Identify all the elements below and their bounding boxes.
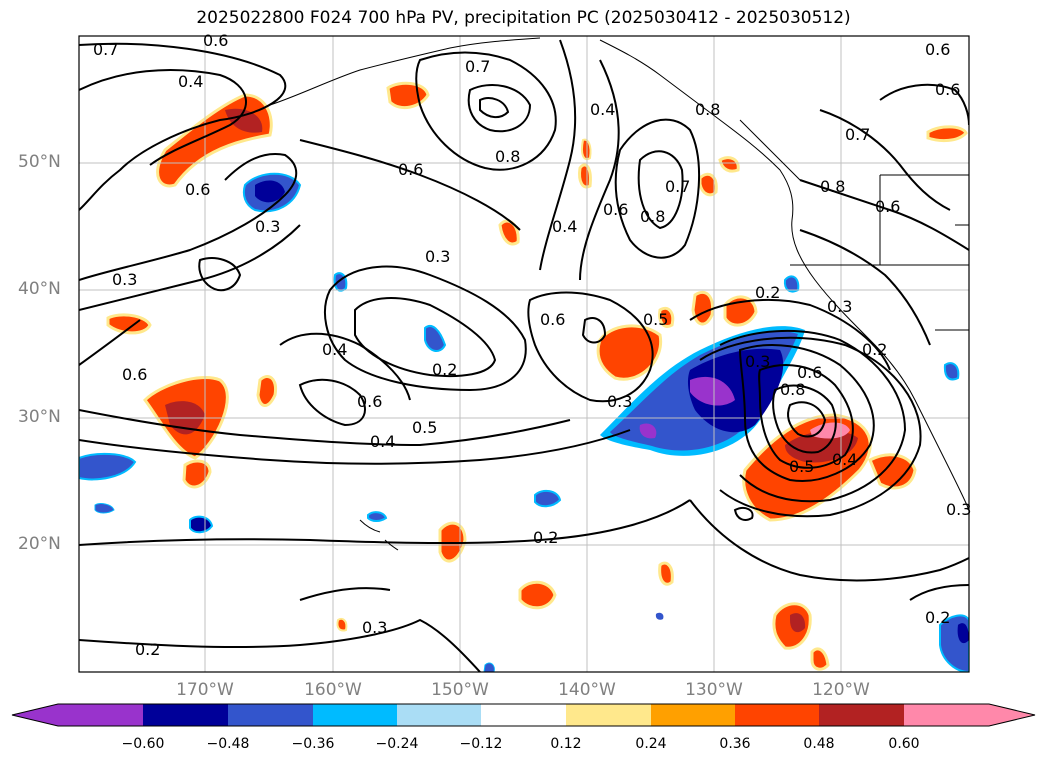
contour-label: 0.3: [745, 352, 770, 371]
lat-label-20n: 20°N: [18, 534, 61, 554]
contour-label: 0.3: [607, 392, 632, 411]
lon-label-150w: 150°W: [431, 680, 489, 700]
colorbar-cell: [566, 704, 651, 726]
contour-label: 0.8: [780, 380, 805, 399]
colorbar-tick: −0.12: [459, 736, 503, 752]
contour-label: 0.4: [178, 72, 203, 91]
lon-label-120w: 120°W: [812, 680, 870, 700]
contour-label: 0.4: [322, 340, 347, 359]
contour-label: 0.6: [797, 363, 822, 382]
contour-label: 0.6: [875, 197, 900, 216]
contour-label: 0.6: [935, 80, 960, 99]
colorbar-cell: [819, 704, 904, 726]
colorbar-cell: [313, 704, 397, 726]
colorbar-cell: [397, 704, 481, 726]
lat-label-30n: 30°N: [18, 407, 61, 427]
colorbar-tick: 0.48: [803, 736, 835, 752]
contour-label: 0.2: [432, 360, 457, 379]
contour-labels: 0.7 0.6 0.4 0.7 0.8 0.4 0.6 0.6 0.3 0.6 …: [93, 31, 971, 659]
contour-label: 0.7: [665, 177, 690, 196]
contour-label: 0.5: [789, 457, 814, 476]
lon-label-170w: 170°W: [176, 680, 234, 700]
lon-label-140w: 140°W: [558, 680, 616, 700]
contour-label: 0.2: [862, 340, 887, 359]
contour-label: 0.4: [590, 100, 615, 119]
contour-label: 0.7: [93, 40, 118, 59]
contour-label: 0.8: [640, 207, 665, 226]
colorbar: [11, 703, 1036, 727]
contour-label: 0.2: [135, 640, 160, 659]
contour-label: 0.6: [398, 160, 423, 179]
contour-label: 0.4: [832, 450, 857, 469]
contour-label: 0.4: [370, 432, 395, 451]
lat-label-40n: 40°N: [18, 279, 61, 299]
contour-label: 0.2: [533, 528, 558, 547]
colorbar-tick: 0.24: [635, 736, 667, 752]
contour-label: 0.6: [203, 31, 228, 50]
map-panel: 0.7 0.6 0.4 0.7 0.8 0.4 0.6 0.6 0.3 0.6 …: [78, 31, 971, 673]
contour-label: 0.6: [122, 365, 147, 384]
contour-label: 0.3: [362, 618, 387, 637]
colorbar-tick: −0.60: [121, 736, 165, 752]
contour-label: 0.8: [695, 100, 720, 119]
contour-label: 0.3: [425, 247, 450, 266]
contour-label: 0.8: [820, 177, 845, 196]
contour-label: 0.6: [925, 40, 950, 59]
contour-label: 0.3: [946, 500, 971, 519]
contour-label: 0.5: [643, 310, 668, 329]
contour-label: 0.6: [540, 310, 565, 329]
colorbar-tick: 0.60: [888, 736, 920, 752]
contour-label: 0.3: [112, 270, 137, 289]
lon-label-160w: 160°W: [304, 680, 362, 700]
contour-label: 0.8: [495, 147, 520, 166]
colorbar-cell: [735, 704, 819, 726]
colorbar-cell: [228, 704, 313, 726]
colorbar-cell: [143, 704, 228, 726]
map-title: 2025022800 F024 700 hPa PV, precipitatio…: [196, 8, 851, 28]
contour-label: 0.6: [185, 180, 210, 199]
colorbar-tick: −0.24: [375, 736, 419, 752]
colorbar-cell: [481, 704, 566, 726]
coastlines: [269, 37, 969, 551]
contour-label: 0.6: [603, 200, 628, 219]
colorbar-tick: 0.36: [719, 736, 751, 752]
contour-label: 0.7: [465, 57, 490, 76]
contour-label: 0.3: [255, 217, 280, 236]
lat-label-50n: 50°N: [18, 152, 61, 172]
contour-label: 0.2: [925, 608, 950, 627]
colorbar-tick: −0.48: [206, 736, 250, 752]
contour-label: 0.6: [357, 392, 382, 411]
pv-contours: [79, 39, 969, 672]
contour-label: 0.2: [755, 283, 780, 302]
contour-label: 0.3: [827, 297, 852, 316]
colorbar-cell: [651, 704, 735, 726]
contour-label: 0.5: [412, 418, 437, 437]
colorbar-tick: 0.12: [550, 736, 582, 752]
colorbar-cell: [904, 704, 1035, 726]
lon-label-130w: 130°W: [685, 680, 743, 700]
contour-label: 0.7: [845, 125, 870, 144]
colorbar-cell: [12, 704, 143, 726]
colorbar-tick: −0.36: [291, 736, 335, 752]
contour-label: 0.4: [552, 217, 577, 236]
